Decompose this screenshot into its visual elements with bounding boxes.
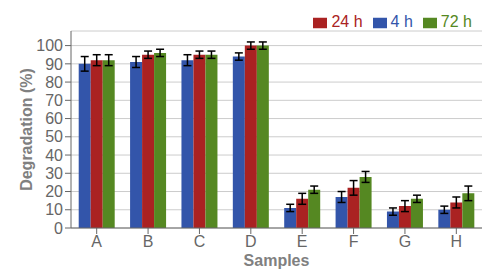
svg-text:40: 40 — [45, 147, 63, 164]
svg-text:20: 20 — [45, 183, 63, 200]
svg-text:70: 70 — [45, 92, 63, 109]
svg-text:A: A — [91, 233, 102, 250]
svg-text:F: F — [349, 233, 359, 250]
svg-text:90: 90 — [45, 56, 63, 73]
svg-text:100: 100 — [36, 37, 63, 54]
svg-text:60: 60 — [45, 110, 63, 127]
html-text:4 h: 4 h — [390, 13, 413, 30]
svg-text:E: E — [297, 233, 308, 250]
svg-text:30: 30 — [45, 165, 63, 182]
svg-text:C: C — [194, 233, 206, 250]
svg-text:0: 0 — [54, 220, 63, 237]
html-text:72 h: 72 h — [440, 13, 472, 30]
svg-text:10: 10 — [45, 201, 63, 218]
svg-text:50: 50 — [45, 128, 63, 145]
svg-text:G: G — [399, 233, 411, 250]
svg-text:B: B — [143, 233, 154, 250]
svg-text:80: 80 — [45, 74, 63, 91]
svg-text:H: H — [451, 233, 463, 250]
html-text:24 h: 24 h — [331, 13, 363, 30]
svg-text:Degradation (%): Degradation (%) — [18, 68, 35, 191]
svg-text:Samples: Samples — [244, 252, 310, 269]
svg-text:D: D — [245, 233, 257, 250]
